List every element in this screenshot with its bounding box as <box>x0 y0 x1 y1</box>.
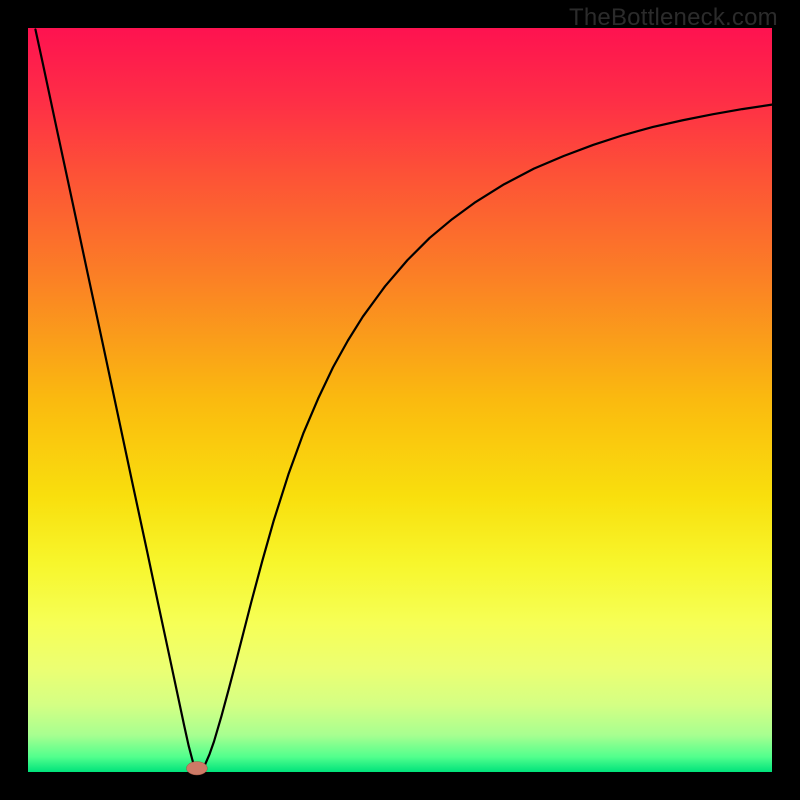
chart-frame: TheBottleneck.com <box>0 0 800 800</box>
watermark-text: TheBottleneck.com <box>569 4 778 32</box>
plot-area <box>28 28 772 772</box>
chart-svg <box>0 0 800 800</box>
min-marker <box>186 762 207 775</box>
